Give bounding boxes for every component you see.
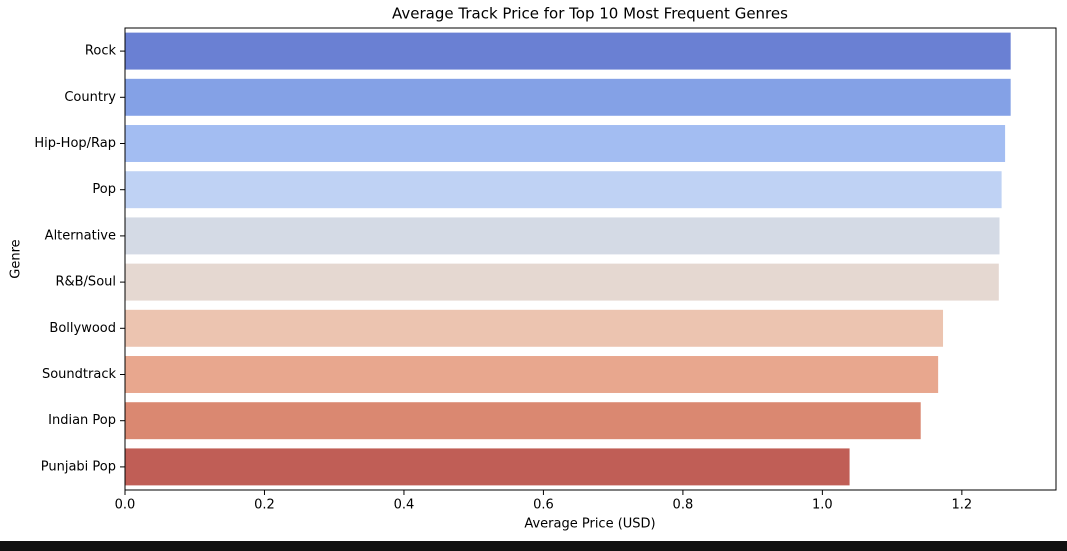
x-tick-label: 0.6 <box>533 498 554 513</box>
x-axis-label: Average Price (USD) <box>524 517 655 532</box>
bar <box>125 171 1002 209</box>
bar <box>125 78 1011 116</box>
x-tick-label: 0.0 <box>115 498 136 513</box>
y-tick-label: Indian Pop <box>48 413 116 428</box>
y-tick-label: Punjabi Pop <box>41 459 116 474</box>
bar <box>125 309 944 347</box>
y-tick-label: Soundtrack <box>42 367 116 382</box>
y-tick-label: Rock <box>85 44 117 59</box>
bar <box>125 217 1000 255</box>
y-axis-label: Genre <box>9 239 24 278</box>
y-tick-label: Hip-Hop/Rap <box>34 136 116 151</box>
screen-strip <box>0 541 1067 551</box>
bar <box>125 402 921 440</box>
x-tick-label: 0.8 <box>673 498 694 513</box>
y-tick-label: Country <box>64 90 116 105</box>
bar <box>125 448 850 486</box>
y-tick-label: Bollywood <box>49 321 116 336</box>
y-tick-label: R&B/Soul <box>55 275 116 290</box>
y-tick-label: Pop <box>92 182 116 197</box>
x-tick-label: 1.0 <box>812 498 833 513</box>
y-tick-label: Alternative <box>45 228 116 243</box>
bar <box>125 263 999 301</box>
plot-frame <box>124 27 1057 491</box>
bar <box>125 125 1006 162</box>
bar <box>125 32 1011 70</box>
chart-title: Average Track Price for Top 10 Most Freq… <box>392 5 788 23</box>
x-tick-label: 0.2 <box>254 498 275 513</box>
x-tick-label: 1.2 <box>952 498 973 513</box>
bar <box>125 356 939 393</box>
x-tick-label: 0.4 <box>394 498 415 513</box>
